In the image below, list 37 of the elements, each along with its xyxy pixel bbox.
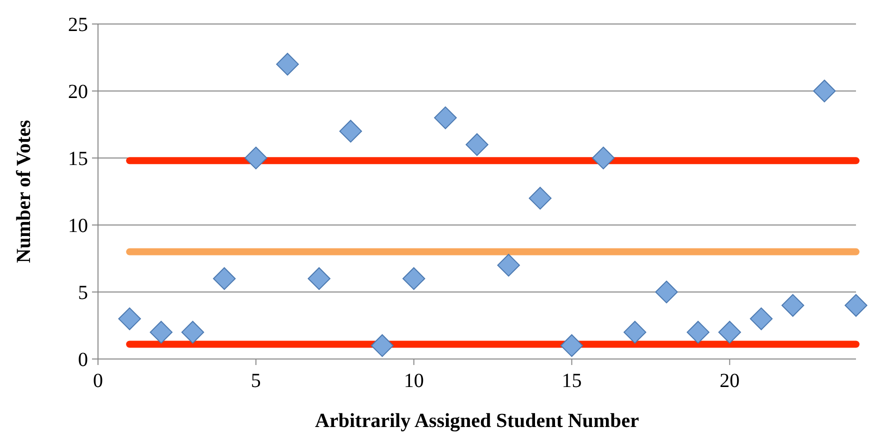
x-tick-label: 15	[562, 370, 582, 392]
y-tick-label: 15	[68, 148, 88, 170]
point	[592, 146, 615, 170]
point	[528, 186, 552, 210]
point	[560, 334, 584, 357]
point	[370, 334, 394, 357]
point	[655, 280, 678, 304]
x-axis-title: Arbitrarily Assigned Student Number	[315, 410, 640, 432]
point	[276, 52, 299, 76]
x-tick-label: 0	[93, 370, 103, 392]
point	[624, 320, 646, 344]
point	[118, 307, 141, 330]
x-tick-label: 5	[250, 370, 261, 392]
point	[150, 320, 173, 344]
x-tick-label: 20	[720, 370, 740, 392]
point	[244, 146, 268, 170]
y-tick-label: 25	[68, 14, 88, 36]
point	[212, 267, 236, 290]
point	[434, 106, 457, 130]
point	[686, 320, 710, 344]
point	[750, 307, 773, 330]
point	[497, 254, 520, 277]
point	[718, 320, 742, 344]
y-axis-title: Number of Votes	[13, 120, 35, 263]
point	[844, 294, 868, 317]
point	[402, 267, 426, 290]
point	[466, 133, 488, 156]
y-tick-label: 20	[68, 81, 88, 103]
y-tick-label: 5	[78, 282, 88, 304]
x-tick-label: 10	[404, 370, 424, 392]
point	[813, 80, 836, 102]
point	[781, 294, 804, 317]
point	[308, 267, 330, 290]
point	[181, 320, 204, 344]
y-tick-label: 10	[68, 215, 88, 237]
y-tick-label: 0	[78, 349, 88, 371]
point	[339, 120, 362, 143]
